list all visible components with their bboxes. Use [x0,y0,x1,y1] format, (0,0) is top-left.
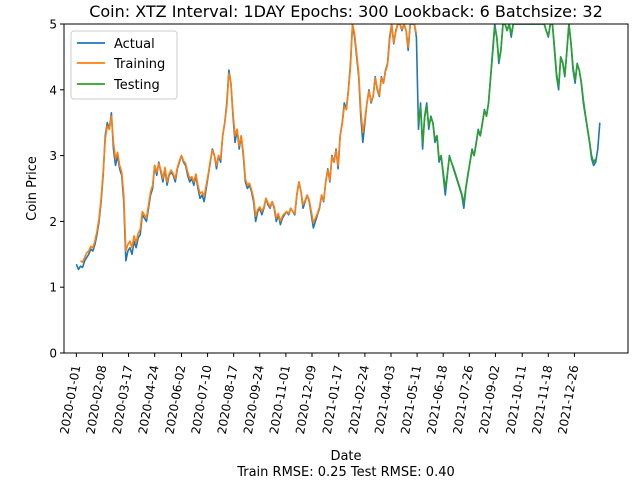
series-line-testing [417,24,597,204]
legend: Actual Training Testing [70,30,178,100]
y-tick-label: 0 [49,347,57,361]
series-line-training [80,24,418,263]
legend-label-training: Training [113,57,165,72]
plot-frame [63,23,629,354]
y-axis-label: Coin Price [25,156,40,221]
legend-label-testing: Testing [113,78,160,93]
legend-box [70,30,178,100]
chart-title: Coin: XTZ Interval: 1DAY Epochs: 300 Loo… [89,2,603,21]
rmse-footer: Train RMSE: 0.25 Test RMSE: 0.40 [236,465,455,480]
y-tick-label: 1 [49,281,57,295]
y-tick-label: 3 [49,149,57,163]
x-axis-label: Date [330,449,361,464]
y-tick-label: 5 [49,18,57,32]
y-tick-label: 2 [49,215,57,229]
legend-label-actual: Actual [114,37,155,52]
y-tick-label: 4 [49,83,57,97]
